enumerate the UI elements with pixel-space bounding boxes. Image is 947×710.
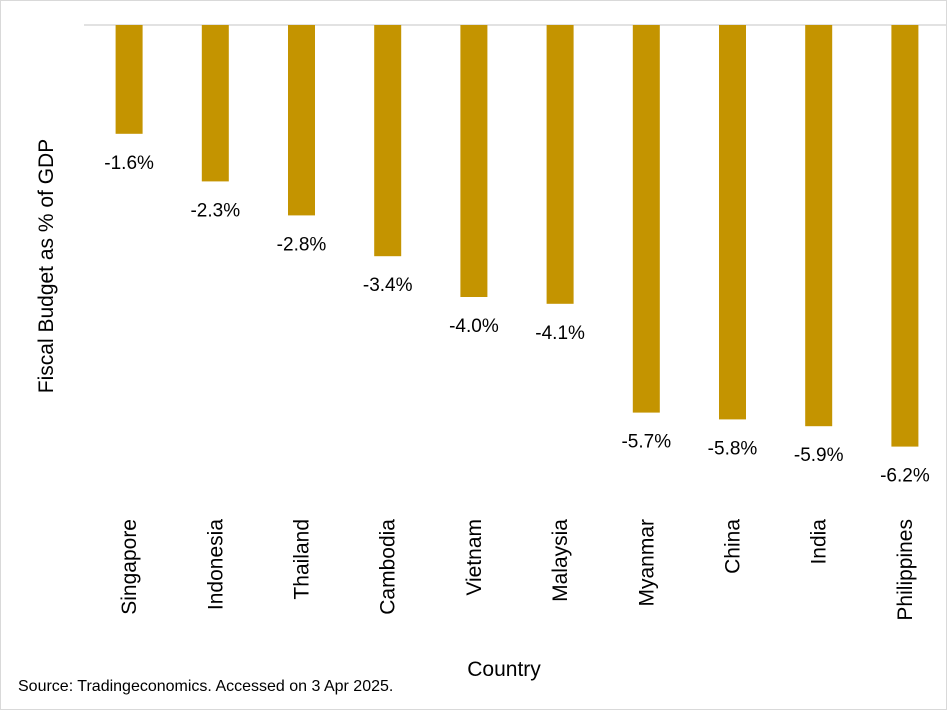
bar-cambodia xyxy=(374,25,402,257)
tick-label-cambodia: Cambodia xyxy=(377,519,400,615)
bar-vietnam xyxy=(460,25,488,297)
data-label-singapore: -1.6% xyxy=(104,153,154,174)
bar-singapore xyxy=(115,25,143,134)
tick-label-philippines: Philippines xyxy=(894,519,917,621)
data-label-cambodia: -3.4% xyxy=(363,275,413,296)
bars-group xyxy=(115,25,919,447)
tick-label-malaysia: Malaysia xyxy=(549,519,572,602)
tick-label-china: China xyxy=(722,519,745,574)
tick-label-india: India xyxy=(808,519,831,565)
data-label-vietnam: -4.0% xyxy=(449,316,499,337)
data-label-india: -5.9% xyxy=(794,445,844,466)
data-label-indonesia: -2.3% xyxy=(190,200,240,221)
tick-label-singapore: Singapore xyxy=(118,519,141,615)
source-note: Source: Tradingeconomics. Accessed on 3 … xyxy=(18,678,394,695)
data-label-myanmar: -5.7% xyxy=(621,432,671,453)
data-label-malaysia: -4.1% xyxy=(535,323,585,344)
data-label-philippines: -6.2% xyxy=(880,466,930,487)
tick-label-thailand: Thailand xyxy=(291,519,314,600)
bar-china xyxy=(719,25,746,420)
bar-indonesia xyxy=(201,25,229,182)
y-axis-title: Fiscal Budget as % of GDP xyxy=(35,139,58,393)
x-axis-title: Country xyxy=(467,658,541,681)
tick-label-myanmar: Myanmar xyxy=(635,519,658,607)
data-label-china: -5.8% xyxy=(708,438,758,459)
data-labels-group: -1.6% -2.3% -2.8% -3.4% -4.0% -4.1% -5.7% -5.8%… xyxy=(104,153,930,487)
tick-label-vietnam: Vietnam xyxy=(463,519,486,596)
tick-label-indonesia: Indonesia xyxy=(204,519,227,610)
bar-malaysia xyxy=(546,25,574,304)
bar-india xyxy=(805,25,833,427)
data-label-thailand: -2.8% xyxy=(277,234,327,255)
bar-philippines xyxy=(891,25,919,447)
bar-thailand xyxy=(288,25,315,216)
category-tick-labels: Singapore Indonesia Thailand Cambodia Vietna… xyxy=(118,519,917,621)
bar-myanmar xyxy=(632,25,660,413)
